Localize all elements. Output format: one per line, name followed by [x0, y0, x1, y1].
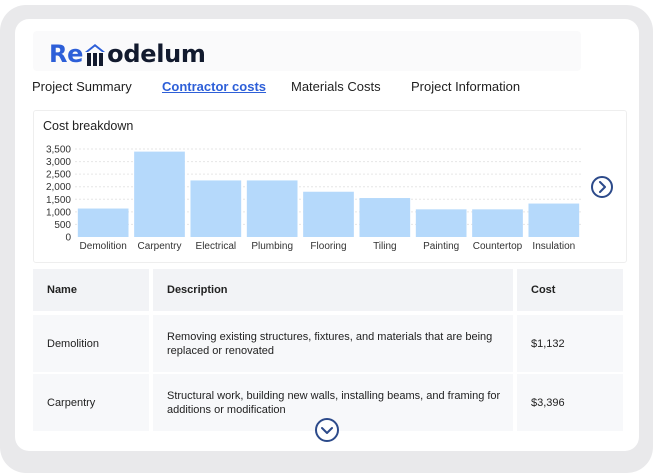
x-tick-label: Demolition	[80, 241, 127, 252]
cost-breakdown-card: Cost breakdown 0 500 1,000 1,500 2,000 2,500 3…	[33, 110, 627, 263]
column-header-name: Name	[33, 269, 149, 311]
app-screen: Re odelum Project Summary Contractor cos…	[15, 19, 639, 451]
row-cost: $1,132	[517, 315, 623, 372]
tab-bar: Project Summary Contractor costs Materia…	[32, 79, 592, 99]
brand-logo[interactable]: Re odelum	[49, 40, 206, 68]
y-tick-label: 2,000	[46, 182, 71, 193]
logo-prefix: Re	[49, 40, 84, 68]
y-tick-label: 1,500	[46, 195, 71, 206]
row-name: Demolition	[33, 315, 149, 372]
tab-contractor-costs[interactable]: Contractor costs	[162, 79, 267, 94]
chevron-right-icon	[599, 181, 606, 193]
table-header: Name Description Cost	[33, 269, 623, 311]
x-tick-label: Insulation	[532, 241, 575, 252]
column-header-description: Description	[153, 269, 513, 311]
table-row[interactable]: Carpentry Structural work, building new …	[33, 374, 623, 431]
chart-next-button[interactable]	[591, 176, 613, 198]
bar-demolition	[77, 208, 129, 237]
y-tick-label: 2,500	[46, 170, 71, 181]
row-description: Removing existing structures, fixtures, …	[153, 315, 513, 372]
row-cost: $3,396	[517, 374, 623, 431]
x-tick-label: Countertop	[473, 241, 523, 252]
table-row[interactable]: Demolition Removing existing structures,…	[33, 315, 623, 372]
bar-flooring	[303, 191, 354, 237]
y-tick-label: 3,000	[46, 157, 71, 168]
x-tick-label: Flooring	[310, 241, 346, 252]
logo-bar	[33, 31, 581, 71]
y-tick-label: 500	[54, 220, 71, 231]
bar-plumbing	[246, 180, 298, 237]
x-tick-label: Plumbing	[251, 241, 293, 252]
tab-project-summary[interactable]: Project Summary	[32, 79, 132, 94]
y-tick-label: 1,000	[46, 207, 71, 218]
x-tick-label: Tiling	[373, 241, 397, 252]
x-tick-label: Painting	[423, 241, 459, 252]
bar-countertop	[472, 209, 523, 237]
y-tick-label: 0	[65, 233, 71, 244]
bar-carpentry	[134, 151, 185, 237]
tab-project-information[interactable]: Project Information	[411, 79, 521, 94]
bar-electrical	[190, 180, 242, 237]
y-tick-label: 3,500	[46, 145, 71, 156]
x-tick-label: Electrical	[196, 241, 237, 252]
tab-materials-costs[interactable]: Materials Costs	[291, 79, 381, 94]
bar-tiling	[359, 198, 411, 237]
x-tick-label: Carpentry	[138, 241, 182, 252]
bar-insulation	[528, 203, 580, 237]
bar-painting	[415, 209, 467, 237]
chevron-down-icon	[321, 427, 333, 434]
logo-suffix: odelum	[107, 40, 206, 68]
chart-title: Cost breakdown	[43, 119, 134, 133]
row-name: Carpentry	[33, 374, 149, 431]
house-logo-icon	[85, 44, 106, 66]
scroll-down-button[interactable]	[315, 418, 339, 442]
cost-table: Name Description Cost Demolition Removin…	[33, 269, 623, 451]
column-header-cost: Cost	[517, 269, 623, 311]
